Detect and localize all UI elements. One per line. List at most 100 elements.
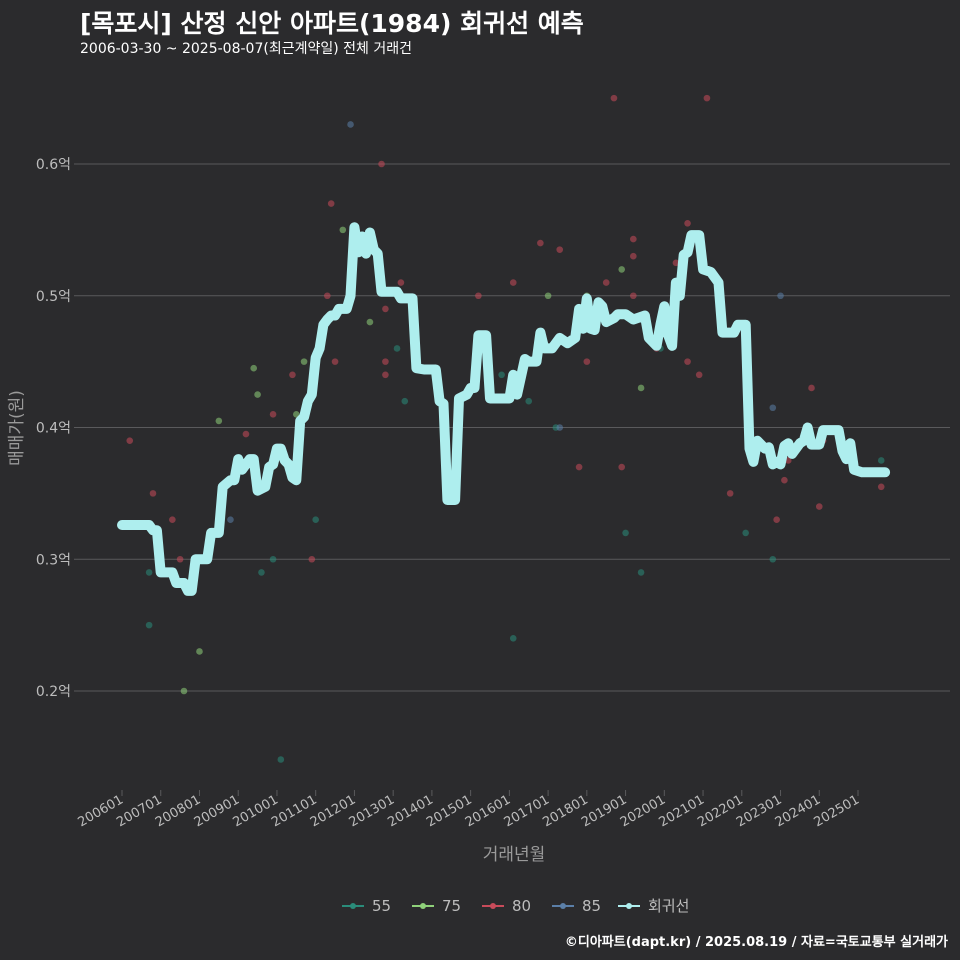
data-point-75	[618, 266, 626, 273]
data-point-80	[630, 235, 637, 243]
y-tick-label: 0.4억	[36, 421, 71, 437]
data-point-80	[308, 555, 316, 563]
data-point-55	[269, 555, 277, 563]
data-point-80	[618, 463, 626, 471]
data-point-75	[366, 318, 374, 326]
data-point-80	[537, 239, 544, 247]
legend-marker-회귀선	[626, 903, 632, 909]
data-point-55	[509, 635, 517, 642]
data-point-75	[196, 648, 203, 655]
data-point-85	[769, 404, 777, 412]
data-point-85	[777, 292, 784, 300]
data-point-55	[258, 569, 265, 576]
data-point-80	[378, 160, 385, 168]
data-point-80	[781, 476, 788, 484]
data-point-80	[176, 555, 184, 563]
data-point-75	[293, 411, 300, 418]
y-axis-ticks: 0.2억 0.3억 0.4억 0.5억 0.6억	[36, 157, 80, 700]
data-point-55	[637, 569, 645, 576]
data-point-85	[227, 516, 234, 524]
data-point-80	[331, 358, 339, 365]
data-point-80	[475, 292, 482, 300]
data-point-80	[382, 358, 389, 365]
y-tick-label: 0.2억	[36, 684, 71, 700]
legend-label-85: 85	[582, 897, 601, 915]
data-point-80	[808, 384, 815, 392]
data-point-75	[339, 226, 347, 234]
data-point-80	[382, 371, 389, 379]
legend-label-회귀선: 회귀선	[648, 897, 689, 915]
data-point-80	[269, 411, 277, 418]
data-point-80	[324, 292, 331, 300]
data-point-55	[525, 397, 533, 405]
data-point-75	[250, 364, 258, 372]
x-axis-label: 거래년월	[483, 845, 546, 865]
legend-marker-75	[420, 903, 426, 909]
footer-credit: ©디아파트(dapt.kr) / 2025.08.19 / 자료=국토교통부 실…	[564, 935, 948, 950]
legend-label-55: 55	[372, 897, 391, 915]
data-point-55	[277, 756, 285, 763]
data-point-80	[726, 490, 734, 497]
data-point-55	[145, 621, 153, 629]
data-point-55	[145, 569, 153, 576]
legend: 55 75 80 85 회귀선	[342, 897, 689, 915]
data-point-80	[703, 94, 711, 102]
y-tick-label: 0.6억	[36, 157, 71, 173]
data-point-75	[544, 292, 552, 300]
legend-label-75: 75	[442, 897, 461, 915]
data-point-55	[742, 529, 749, 537]
legend-label-80: 80	[512, 897, 531, 915]
data-point-80	[397, 279, 405, 286]
scatter-points	[126, 94, 885, 763]
data-point-80	[242, 430, 250, 438]
data-point-55	[401, 397, 409, 405]
data-point-55	[622, 529, 629, 537]
data-point-80	[289, 371, 296, 379]
data-point-80	[630, 292, 637, 300]
regression-line	[117, 222, 891, 596]
data-point-80	[684, 358, 691, 365]
data-point-80	[602, 279, 610, 286]
data-point-80	[684, 219, 691, 227]
legend-marker-85	[560, 903, 566, 909]
data-point-80	[695, 371, 703, 379]
legend-marker-55	[350, 903, 356, 909]
data-point-80	[575, 463, 583, 471]
data-point-80	[126, 437, 134, 444]
data-point-80	[327, 200, 335, 207]
y-tick-label: 0.5억	[36, 289, 71, 305]
data-point-80	[382, 305, 389, 313]
data-point-55	[877, 457, 885, 464]
chart-subtitle: 2006-03-30 ~ 2025-08-07(최근계약일) 전체 거래건	[80, 41, 412, 57]
data-point-55	[393, 345, 401, 352]
legend-marker-80	[490, 903, 496, 909]
y-axis-label: 매매가(원)	[7, 390, 27, 466]
x-tick-label: 202501	[812, 792, 862, 830]
data-point-75	[215, 417, 223, 425]
data-point-75	[180, 687, 188, 695]
data-point-75	[254, 391, 261, 398]
data-point-80	[773, 516, 780, 524]
data-point-80	[583, 358, 591, 365]
chart-title: [목포시] 산정 신안 아파트(1984) 회귀선 예측	[80, 9, 584, 38]
data-point-85	[347, 121, 354, 128]
data-point-80	[877, 483, 885, 491]
data-point-80	[672, 259, 680, 267]
data-point-80	[509, 279, 517, 286]
data-point-75	[300, 358, 308, 365]
gridlines	[80, 163, 950, 692]
data-point-55	[498, 371, 505, 379]
data-point-80	[815, 503, 823, 510]
data-point-80	[610, 94, 618, 102]
data-point-80	[169, 516, 176, 524]
data-point-80	[630, 252, 637, 260]
data-point-85	[556, 424, 564, 431]
data-point-80	[556, 246, 564, 253]
y-tick-label: 0.3억	[36, 552, 71, 568]
data-point-75	[637, 384, 645, 392]
regression-line-group	[117, 222, 891, 596]
data-point-55	[769, 555, 777, 563]
data-point-55	[312, 516, 319, 524]
data-point-80	[149, 490, 157, 497]
